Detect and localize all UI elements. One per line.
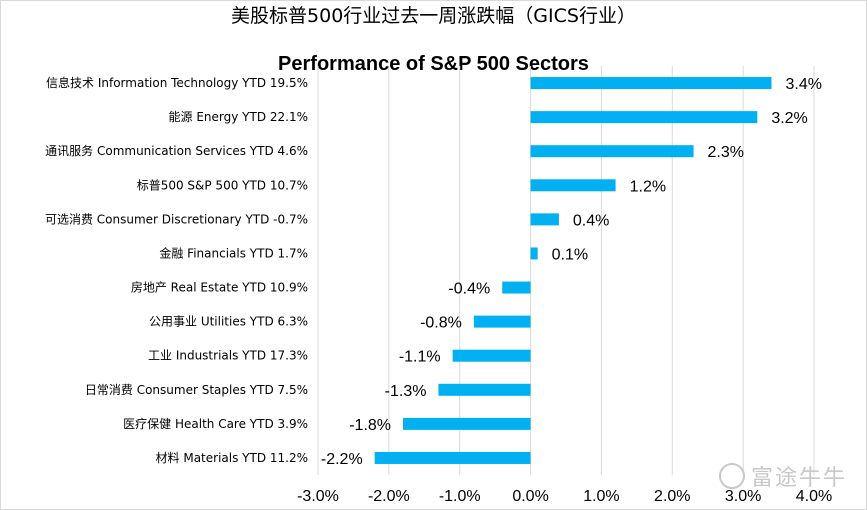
category-label: 公用事业 Utilities YTD 6.3%	[149, 315, 308, 329]
data-label: -2.2%	[321, 451, 363, 468]
data-label: -0.4%	[448, 281, 490, 298]
x-tick-label: -3.0%	[297, 488, 339, 505]
data-label: 1.2%	[630, 178, 666, 195]
bar	[530, 77, 772, 90]
category-label: 金融 Financials YTD 1.7%	[159, 245, 308, 260]
x-tick-label: 2.0%	[654, 488, 690, 505]
data-label: -1.8%	[349, 417, 391, 434]
bar	[438, 383, 531, 396]
data-label: -1.1%	[399, 349, 441, 366]
data-label: 3.2%	[771, 110, 807, 127]
x-tick-label: 0.0%	[512, 488, 548, 505]
category-label: 通讯服务 Communication Services YTD 4.6%	[45, 143, 308, 158]
x-tick-label: -1.0%	[439, 488, 481, 505]
futu-logo-icon	[718, 463, 745, 489]
category-label: 标普500 S&P 500 YTD 10.7%	[137, 178, 308, 192]
bar	[530, 111, 758, 124]
bar	[530, 247, 538, 260]
x-tick-label: 4.0%	[796, 488, 832, 505]
bar	[530, 145, 694, 158]
category-label: 工业 Industrials YTD 17.3%	[148, 349, 308, 363]
category-label: 医疗保健 Health Care YTD 3.9%	[123, 417, 308, 431]
chart-title: 美股标普500行业过去一周涨跌幅（GICS行业）	[231, 5, 636, 27]
category-label: 能源 Energy YTD 22.1%	[169, 110, 308, 124]
bar	[530, 179, 616, 192]
bar	[530, 213, 559, 226]
bar	[452, 349, 531, 362]
bar	[502, 281, 531, 294]
category-label: 信息技术 Information Technology YTD 19.5%	[46, 75, 308, 90]
category-label: 房地产 Real Estate YTD 10.9%	[131, 280, 308, 295]
x-tick-label: 3.0%	[725, 488, 761, 505]
category-label: 材料 Materials YTD 11.2%	[156, 451, 308, 465]
bar	[403, 417, 531, 430]
data-label: -0.8%	[420, 315, 462, 332]
watermark-text: 富途牛牛	[750, 466, 847, 491]
x-tick-label: -2.0%	[368, 488, 410, 505]
chart-subtitle: Performance of S&P 500 Sectors	[278, 53, 589, 75]
watermark: 富途牛牛	[718, 460, 847, 492]
data-label: 2.3%	[708, 144, 744, 161]
data-label: 0.4%	[573, 212, 609, 229]
data-label: -1.3%	[385, 383, 427, 400]
category-label: 可选消费 Consumer Discretionary YTD -0.7%	[45, 212, 308, 226]
data-label: 3.4%	[785, 76, 821, 93]
data-label: 0.1%	[552, 246, 588, 263]
bar	[473, 315, 531, 328]
bar	[374, 451, 531, 464]
x-tick-label: 1.0%	[583, 488, 619, 505]
category-label: 日常消费 Consumer Staples YTD 7.5%	[85, 383, 308, 397]
